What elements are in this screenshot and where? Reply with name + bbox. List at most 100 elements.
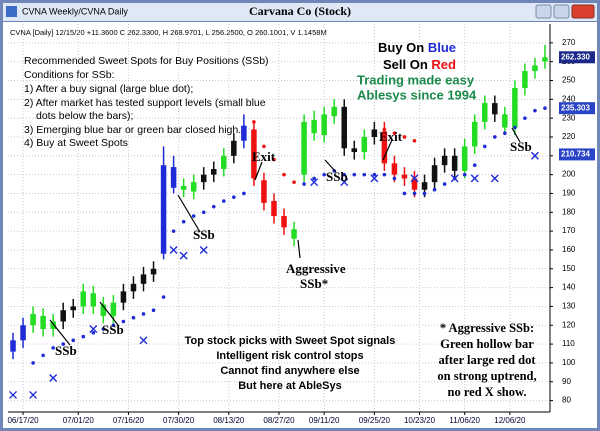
support-dots <box>442 182 447 186</box>
support-dots <box>181 219 186 224</box>
x-tick-label: 08/13/20 <box>213 416 245 425</box>
candle-body <box>321 114 327 136</box>
x-tick-label: 12/06/20 <box>494 416 526 425</box>
y-tick-label: 190 <box>562 189 576 198</box>
slogan: Buy On Blue <box>378 40 456 55</box>
support-dots <box>513 125 517 130</box>
candle-body <box>381 131 388 164</box>
info-line: CVNA [Daily] 12/15/20 +11.3600 C 262.330… <box>10 28 327 37</box>
x-mark <box>179 251 188 260</box>
candle-body <box>291 229 297 239</box>
x-mark <box>29 390 38 399</box>
instruction: Conditions for SSb: <box>24 69 114 81</box>
candle-body <box>301 121 307 175</box>
promo-line: But here at AbleSys <box>238 380 342 392</box>
price-tag <box>559 51 595 64</box>
y-tick-label: 230 <box>562 113 576 122</box>
x-tick-label: 10/23/20 <box>404 416 436 425</box>
candle-body <box>231 140 237 156</box>
close-button[interactable] <box>571 4 595 19</box>
y-tick-label: 170 <box>562 226 576 235</box>
support-dots <box>533 108 537 113</box>
price-tag-label: 235.303 <box>561 103 590 112</box>
candle-body <box>100 304 107 316</box>
x-mark <box>9 390 18 399</box>
x-mark <box>470 174 479 183</box>
stop-dots <box>412 138 417 143</box>
candle-body <box>271 200 277 217</box>
x-mark <box>370 174 379 183</box>
title-bar <box>3 3 597 21</box>
support-dots <box>211 204 216 209</box>
candle-body <box>30 313 36 326</box>
y-tick-label: 200 <box>562 170 576 179</box>
maximize-button[interactable] <box>553 4 570 19</box>
candle-body <box>130 283 137 292</box>
exit-label: Exit <box>252 149 276 164</box>
candle-body <box>502 114 508 128</box>
slogan-text: Sell On <box>383 57 431 72</box>
support-dots <box>382 172 387 177</box>
candle-body <box>50 321 56 330</box>
candle-body <box>241 125 247 141</box>
stop-dots <box>402 135 407 139</box>
plot: 80 90 100 110 120 130 140 150 160 170 180 190 200 210… <box>7 24 595 425</box>
candle-body <box>251 129 257 179</box>
x-tick-label: 08/27/20 <box>263 416 295 425</box>
note-line: on strong uptrend, <box>437 369 536 383</box>
support-dots <box>462 172 467 177</box>
support-dots <box>111 323 116 328</box>
support-dots <box>543 106 547 110</box>
y-tick-label: 100 <box>562 358 576 367</box>
candle-body <box>180 185 187 190</box>
candle-body <box>351 148 358 153</box>
x-tick-label: 07/16/20 <box>113 416 145 425</box>
instruction: Recommended Sweet Spots for Buy Position… <box>24 55 269 67</box>
candle-body <box>522 71 528 89</box>
y-tick-label: 110 <box>562 339 575 348</box>
candle-body <box>60 310 66 322</box>
minimize-button[interactable] <box>535 4 552 19</box>
candle-body <box>451 155 458 171</box>
candle-body <box>261 180 267 203</box>
support-dots <box>61 342 66 346</box>
stop-dots <box>282 172 286 177</box>
slogan-text: Blue <box>428 40 456 55</box>
candle-body <box>10 340 16 352</box>
support-dots <box>121 319 126 324</box>
stop-dots <box>392 131 397 136</box>
support-dots <box>392 176 397 181</box>
slogan-text: Red <box>431 57 456 72</box>
support-dots <box>51 346 55 350</box>
candle-body <box>20 325 26 341</box>
instruction: dots below the bars); <box>36 110 133 122</box>
support-dots <box>31 361 35 365</box>
x-mark <box>169 245 178 254</box>
y-tick-label: 150 <box>562 264 576 273</box>
candle-body <box>311 120 317 134</box>
support-dots <box>232 195 236 200</box>
support-dots <box>91 331 96 335</box>
arrows <box>49 127 521 346</box>
promo-line: Cannot find anywhere else <box>220 365 359 377</box>
support-dots <box>41 353 45 358</box>
support-dots <box>312 176 316 181</box>
support-dots <box>352 172 357 177</box>
candle-body <box>542 57 548 62</box>
candle-body <box>421 182 428 190</box>
ssb-label: SSb <box>102 322 124 337</box>
stop-dots <box>272 157 276 162</box>
x-mark <box>530 151 539 160</box>
support-dots <box>472 163 477 168</box>
candle-body <box>441 155 448 166</box>
support-dots <box>412 191 417 196</box>
support-dots <box>372 172 377 177</box>
note-line: Green hollow bar <box>440 337 534 351</box>
price-tag <box>559 102 595 115</box>
candle-body <box>120 291 127 303</box>
candle-body <box>391 163 398 175</box>
aggressive-label: Aggressive <box>286 261 346 276</box>
chart-area <box>3 22 597 428</box>
candle-body <box>411 178 418 190</box>
